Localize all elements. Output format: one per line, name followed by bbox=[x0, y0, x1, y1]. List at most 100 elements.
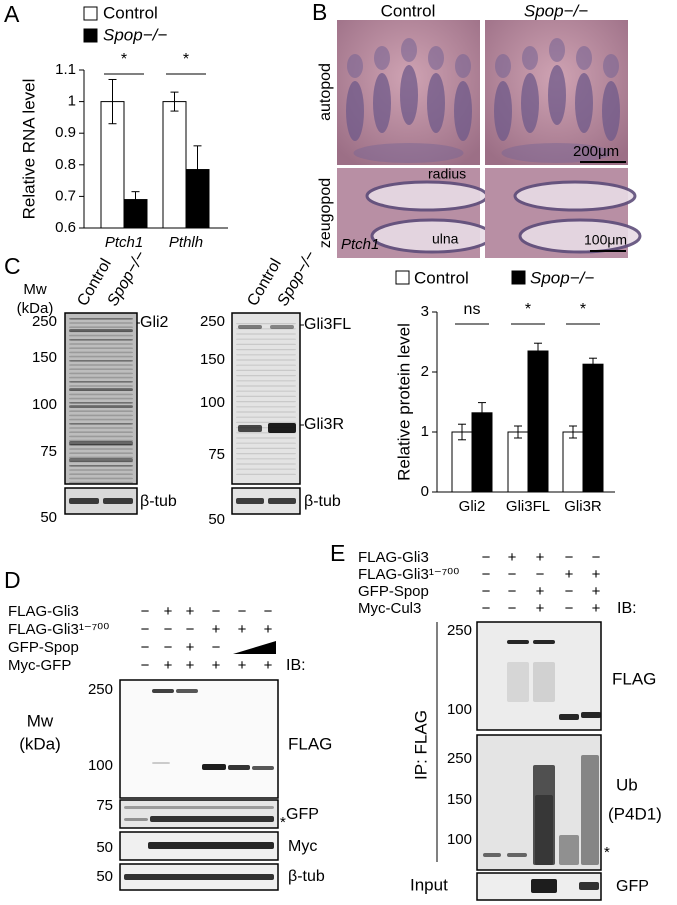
band bbox=[236, 333, 296, 335]
y-tick-label: 1.1 bbox=[55, 61, 76, 78]
condition-sign: − bbox=[592, 549, 601, 566]
band bbox=[533, 765, 555, 865]
mw-label: 100 bbox=[88, 757, 113, 774]
mw-label: 100 bbox=[32, 396, 57, 413]
y-tick-label: 0.8 bbox=[55, 156, 76, 173]
digit bbox=[576, 46, 592, 70]
x-tick-label: Pthlh bbox=[169, 234, 203, 251]
label: GFP bbox=[286, 806, 319, 823]
label: IB: bbox=[286, 657, 306, 674]
band bbox=[581, 755, 599, 865]
band bbox=[236, 338, 296, 340]
legend-label: Spop−/− bbox=[103, 25, 167, 44]
band bbox=[69, 458, 133, 462]
x-tick-label: Gli3FL bbox=[506, 498, 550, 515]
band bbox=[236, 401, 296, 403]
condition-sign: − bbox=[482, 583, 491, 600]
label: β-tub bbox=[304, 493, 341, 510]
mw-label: 250 bbox=[32, 313, 57, 330]
condition-label: Myc-GFP bbox=[8, 657, 71, 674]
error-bar bbox=[478, 402, 486, 424]
condition-label: GFP-Spop bbox=[8, 639, 79, 656]
band bbox=[69, 339, 133, 341]
digit bbox=[549, 38, 565, 62]
band bbox=[69, 376, 133, 379]
label: Gli2 bbox=[140, 314, 169, 331]
band bbox=[69, 460, 133, 463]
band bbox=[270, 325, 294, 329]
digit bbox=[521, 73, 539, 133]
band bbox=[238, 425, 262, 432]
condition-sign: + bbox=[238, 657, 247, 674]
condition-sign: + bbox=[264, 657, 273, 674]
y-tick-label: 2 bbox=[421, 363, 429, 380]
band bbox=[69, 481, 133, 484]
x-tick-label: Gli3R bbox=[564, 498, 602, 515]
band bbox=[124, 818, 148, 821]
band bbox=[236, 380, 296, 382]
condition-sign: − bbox=[508, 566, 517, 583]
condition-sign: − bbox=[141, 621, 150, 638]
band bbox=[533, 662, 555, 702]
label: radius bbox=[428, 166, 466, 182]
band bbox=[69, 393, 133, 396]
band bbox=[69, 414, 133, 417]
band bbox=[69, 498, 99, 504]
band bbox=[69, 405, 133, 408]
condition-sign: − bbox=[536, 566, 545, 583]
significance: * bbox=[580, 301, 586, 318]
band bbox=[69, 360, 133, 362]
band bbox=[236, 458, 296, 460]
digit bbox=[454, 81, 472, 141]
band bbox=[69, 427, 133, 429]
legend-label: Control bbox=[414, 268, 469, 287]
error-bar bbox=[514, 425, 522, 439]
error-bar bbox=[170, 91, 179, 112]
bone bbox=[518, 218, 642, 254]
band bbox=[531, 879, 557, 893]
condition-label: FLAG-Gli3¹⁻⁷⁰⁰ bbox=[8, 621, 109, 638]
significance: * bbox=[121, 51, 127, 68]
band bbox=[236, 354, 296, 356]
band bbox=[69, 418, 133, 421]
condition-sign: − bbox=[141, 639, 150, 656]
condition-sign: − bbox=[238, 603, 247, 620]
digit bbox=[494, 81, 512, 141]
condition-sign: + bbox=[264, 621, 273, 638]
y-tick-label: 0.7 bbox=[55, 187, 76, 204]
band bbox=[152, 762, 170, 764]
label: (kDa) bbox=[17, 300, 54, 317]
label: ulna bbox=[432, 231, 459, 247]
error-bar bbox=[108, 78, 117, 125]
band bbox=[69, 435, 133, 438]
y-axis-label: Relative protein level bbox=[394, 323, 413, 481]
band bbox=[69, 388, 133, 391]
digit bbox=[455, 54, 471, 78]
label: zeugopod bbox=[317, 178, 334, 248]
mw-label: 100 bbox=[200, 394, 225, 411]
legend-swatch bbox=[83, 28, 98, 43]
band bbox=[69, 329, 133, 332]
y-tick-label: 1 bbox=[68, 93, 76, 110]
band bbox=[69, 334, 133, 337]
band bbox=[535, 795, 553, 865]
bar bbox=[527, 350, 549, 493]
label: 200μm bbox=[573, 143, 619, 160]
label: * bbox=[280, 814, 286, 831]
mw-label: 50 bbox=[208, 511, 225, 528]
band bbox=[69, 318, 133, 320]
condition-sign: − bbox=[565, 583, 574, 600]
panel-label: D bbox=[4, 567, 21, 593]
condition-sign: − bbox=[212, 639, 221, 656]
y-tick-label: 1 bbox=[421, 423, 429, 440]
band bbox=[69, 355, 133, 358]
band bbox=[69, 385, 133, 387]
significance: ns bbox=[464, 301, 481, 318]
condition-sign: + bbox=[164, 657, 173, 674]
condition-sign: + bbox=[536, 549, 545, 566]
band bbox=[533, 640, 555, 644]
band bbox=[69, 351, 133, 354]
band bbox=[69, 477, 133, 480]
